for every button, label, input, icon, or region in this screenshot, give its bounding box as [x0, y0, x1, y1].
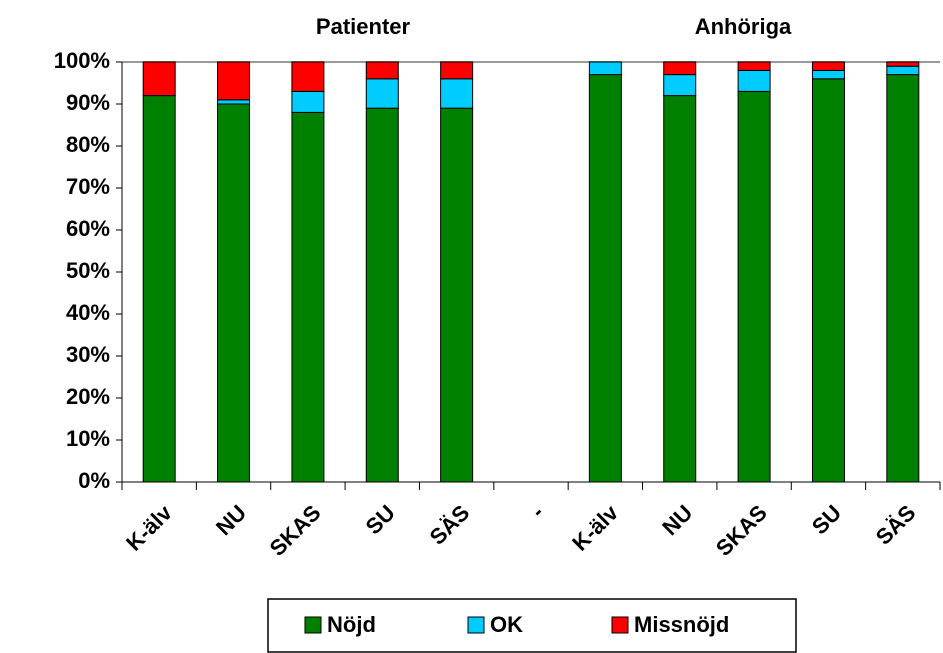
y-tick-label: 60%: [66, 216, 110, 241]
x-tick-label: SU: [361, 500, 400, 539]
x-tick-label: K-älv: [121, 499, 177, 555]
x-tick-label: SKAS: [711, 500, 772, 561]
x-tick-label: NU: [657, 500, 697, 540]
x-tick-label: SKAS: [265, 500, 326, 561]
y-tick-label: 80%: [66, 132, 110, 157]
bar-segment: [737, 61, 771, 71]
bar-segment: [588, 61, 622, 76]
y-tick-label: 30%: [66, 342, 110, 367]
legend-swatch: [467, 616, 485, 634]
y-tick-label: 0%: [78, 468, 110, 493]
bar-segment: [886, 65, 920, 76]
x-tick-label: SÄS: [425, 500, 475, 550]
bar-segment: [291, 61, 325, 92]
bar-segment: [886, 61, 920, 67]
y-tick-label: 70%: [66, 174, 110, 199]
y-tick-label: 20%: [66, 384, 110, 409]
bar-segment: [440, 107, 474, 483]
bar-segment: [663, 74, 697, 97]
legend-swatch: [611, 616, 629, 634]
bar-segment: [365, 107, 399, 483]
bar-segment: [365, 61, 399, 80]
y-tick-label: 50%: [66, 258, 110, 283]
bar-segment: [663, 95, 697, 483]
y-tick-label: 100%: [54, 48, 110, 73]
legend-box: [267, 598, 797, 653]
bar-segment: [217, 99, 251, 105]
bar-segment: [811, 61, 845, 71]
legend-label: Missnöjd: [634, 612, 729, 637]
legend-label: Nöjd: [327, 612, 376, 637]
bar-segment: [142, 95, 176, 483]
x-tick-label: SU: [807, 500, 846, 539]
bar-segment: [217, 61, 251, 101]
bar-segment: [440, 61, 474, 80]
y-tick-label: 40%: [66, 300, 110, 325]
bar-segment: [291, 90, 325, 113]
legend-label: OK: [490, 612, 523, 637]
x-tick-label: NU: [211, 500, 251, 540]
bar-segment: [217, 103, 251, 483]
group-title: Patienter: [316, 14, 411, 39]
bar-segment: [737, 69, 771, 92]
bar-segment: [588, 74, 622, 483]
bar-segment: [663, 61, 697, 76]
bar-segment: [811, 69, 845, 80]
bar-segment: [811, 78, 845, 483]
y-tick-label: 10%: [66, 426, 110, 451]
bar-segment: [886, 74, 920, 483]
y-tick-label: 90%: [66, 90, 110, 115]
x-tick-label: K-älv: [567, 499, 623, 555]
bar-segment: [291, 111, 325, 483]
bar-segment: [737, 90, 771, 483]
group-title: Anhöriga: [695, 14, 792, 39]
bar-segment: [142, 61, 176, 97]
legend-swatch: [304, 616, 322, 634]
x-tick-label: SÄS: [871, 500, 921, 550]
x-tick-label: -: [526, 500, 549, 523]
bar-segment: [440, 78, 474, 109]
bar-segment: [365, 78, 399, 109]
